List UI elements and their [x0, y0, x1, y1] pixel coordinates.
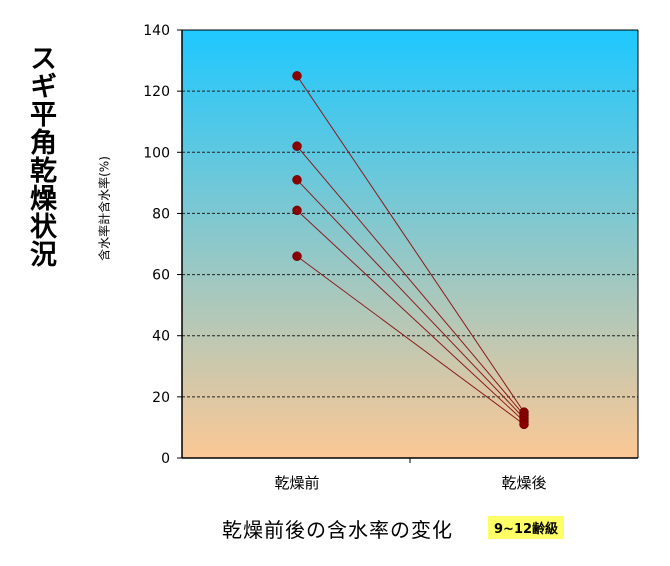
y-tick-label-80: 80	[152, 206, 170, 222]
series-line-3	[296, 210, 525, 422]
x-axis-label: 乾燥前後の含水率の変化	[222, 518, 453, 542]
series-line-4	[296, 255, 525, 425]
x-tick-label-1: 乾燥後	[501, 474, 546, 492]
age-class-badge: 9~12齢級	[488, 516, 565, 539]
y-tick-label-20: 20	[152, 390, 170, 406]
y-tick-label-100: 100	[143, 145, 170, 161]
series-line-0	[296, 75, 525, 413]
series-line-1	[296, 145, 525, 416]
data-point-1-0	[292, 141, 302, 151]
y-tick-label-140: 140	[143, 23, 170, 39]
x-axis-caption-row: 乾燥前後の含水率の変化 9~12齢級	[0, 510, 670, 542]
chart: 0 20 40 60 80 100 120 140 乾燥前 乾燥後	[143, 23, 639, 492]
x-tick-label-0: 乾燥前	[274, 474, 319, 492]
x-axis-ticks: 乾燥前 乾燥後	[274, 458, 547, 492]
series-line-2	[296, 179, 525, 419]
data-point-4-1	[519, 419, 529, 430]
data-point-2-0	[292, 175, 302, 185]
y-tick-label-40: 40	[152, 329, 170, 345]
y-tick-label-0: 0	[161, 451, 170, 467]
data-point-4-0	[292, 251, 302, 261]
series-lines	[296, 75, 525, 425]
gridlines	[182, 90, 638, 398]
side-title: スギ平角乾燥状況	[25, 44, 56, 268]
y-tick-label-60: 60	[152, 268, 170, 284]
y-axis-ticks: 0 20 40 60 80 100 120 140	[143, 23, 182, 467]
y-tick-label-120: 120	[143, 84, 170, 100]
data-point-0-0	[292, 71, 302, 81]
data-point-3-0	[292, 205, 302, 216]
series-points	[292, 71, 529, 430]
